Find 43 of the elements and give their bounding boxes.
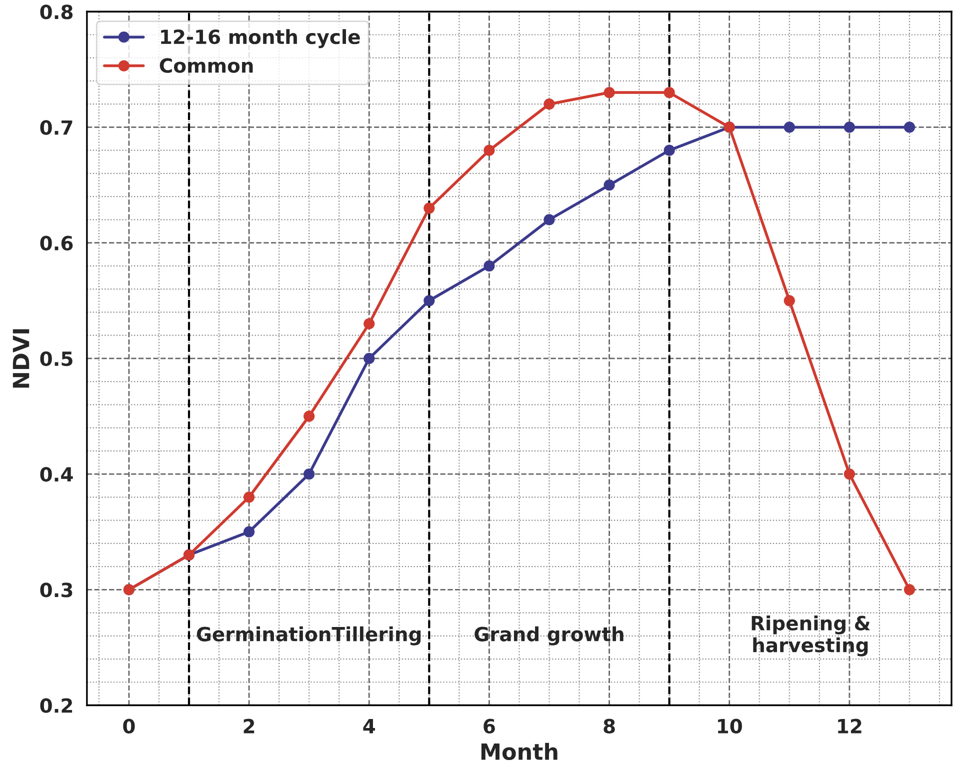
point [664, 144, 675, 156]
point [904, 584, 916, 596]
point [784, 295, 795, 306]
point [544, 214, 555, 226]
point [364, 318, 375, 330]
point [604, 179, 615, 191]
x-tick-label: 10 [718, 718, 742, 734]
point [304, 410, 315, 422]
y-tick-label: 0.5 [40, 351, 72, 366]
y-tick-label: 0.3 [40, 582, 72, 598]
point [304, 468, 315, 480]
y-tick-label: 0.4 [40, 467, 73, 482]
legend-label: 12-16 month cycle [161, 29, 360, 48]
point [604, 86, 615, 98]
point [364, 352, 375, 364]
y-tick-label: 0.6 [40, 236, 73, 250]
point [243, 526, 255, 538]
y-tick-label: 0.7 [40, 120, 72, 135]
point [844, 468, 855, 480]
x-tick-label: 12 [838, 718, 862, 734]
y-axis-title: NDVI [12, 329, 30, 388]
point [784, 122, 795, 133]
point [664, 86, 675, 98]
point [904, 122, 916, 133]
y-tick-label: 0.8 [40, 4, 73, 20]
y-tick-label: 0.2 [40, 698, 72, 713]
x-tick-label: 8 [604, 718, 615, 734]
point [424, 295, 435, 306]
legend-label: Common [160, 58, 253, 73]
x-tick-label: 0 [123, 718, 135, 734]
point [424, 202, 435, 214]
point [844, 122, 855, 133]
annotation: Grand growth [474, 626, 624, 646]
x-tick-label: 4 [363, 719, 375, 734]
annotation: GerminationTillering [196, 626, 421, 646]
point [484, 260, 495, 272]
x-tick-label: 6 [484, 718, 495, 734]
x-axis-title: Month [481, 742, 558, 760]
point [243, 492, 255, 503]
annotation: Ripening & harvesting [752, 615, 870, 656]
point [544, 98, 555, 110]
x-tick-label: 2 [244, 718, 254, 734]
point [484, 144, 495, 156]
